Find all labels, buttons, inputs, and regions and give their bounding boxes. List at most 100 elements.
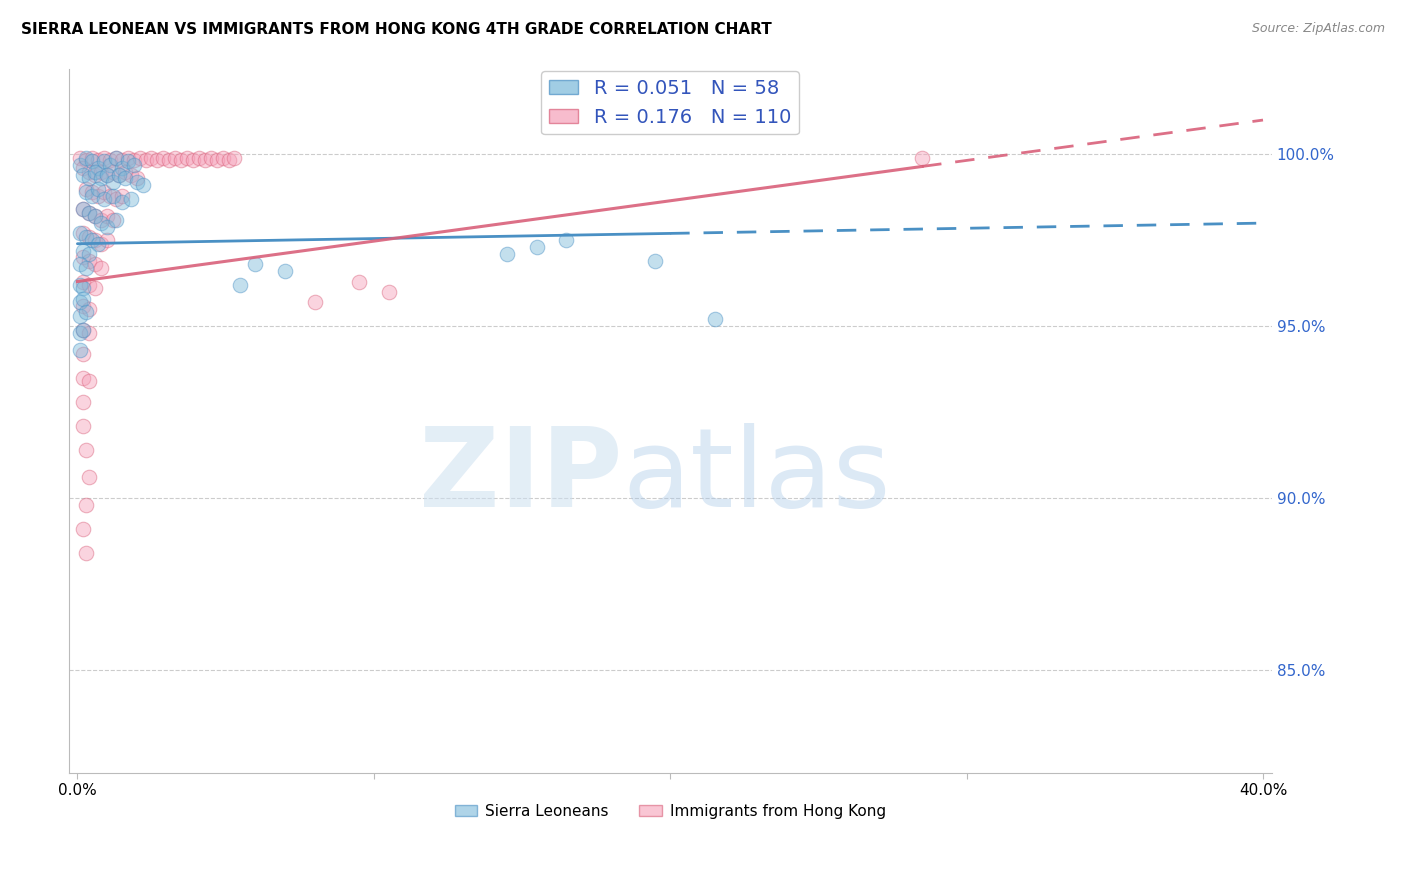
Point [93, 154, 115, 169]
Point [104, 212, 127, 227]
Point [77, 206, 100, 220]
Point [77, 206, 100, 220]
Point [96, 219, 118, 234]
Point [104, 192, 127, 206]
Point [117, 154, 139, 169]
Point [111, 161, 134, 175]
Text: Source: ZipAtlas.com: Source: ZipAtlas.com [1251, 22, 1385, 36]
Point [72, 281, 94, 295]
Point [96, 168, 118, 182]
Point [75, 260, 97, 275]
Point [111, 188, 134, 202]
Point [69, 227, 91, 241]
Point [72, 292, 94, 306]
Point [82, 154, 104, 169]
Point [181, 153, 204, 167]
Point [200, 151, 222, 165]
Point [72, 323, 94, 337]
Point [77, 470, 100, 484]
Point [87, 161, 110, 175]
Point [104, 151, 127, 165]
Point [77, 253, 100, 268]
Point [90, 171, 112, 186]
Point [84, 164, 107, 178]
Point [104, 151, 127, 165]
Point [72, 275, 94, 289]
Point [245, 257, 267, 271]
Point [703, 312, 725, 326]
Point [77, 171, 100, 186]
Point [96, 233, 118, 247]
Point [93, 192, 115, 206]
Point [77, 326, 100, 340]
Point [72, 323, 94, 337]
Point [69, 277, 91, 292]
Point [274, 264, 297, 278]
Point [304, 295, 326, 310]
Point [90, 260, 112, 275]
Point [111, 195, 134, 210]
Point [157, 153, 180, 167]
Point [84, 281, 107, 295]
Point [211, 151, 233, 165]
Point [218, 153, 240, 167]
Point [114, 164, 136, 178]
Point [69, 158, 91, 172]
Legend: Sierra Leoneans, Immigrants from Hong Kong: Sierra Leoneans, Immigrants from Hong Ko… [449, 797, 891, 825]
Point [146, 153, 169, 167]
Point [84, 209, 107, 223]
Point [77, 277, 100, 292]
Point [75, 185, 97, 199]
Point [90, 212, 112, 227]
Point [82, 188, 104, 202]
Point [72, 394, 94, 409]
Point [114, 171, 136, 186]
Point [101, 164, 124, 178]
Point [87, 153, 110, 167]
Point [122, 153, 145, 167]
Point [90, 236, 112, 251]
Point [75, 182, 97, 196]
Point [96, 209, 118, 223]
Point [77, 230, 100, 244]
Point [125, 171, 148, 186]
Point [77, 301, 100, 316]
Point [82, 233, 104, 247]
Point [205, 153, 228, 167]
Point [72, 418, 94, 433]
Point [72, 299, 94, 313]
Point [72, 202, 94, 217]
Point [101, 188, 124, 202]
Point [72, 244, 94, 258]
Point [75, 498, 97, 512]
Point [229, 277, 252, 292]
Point [82, 151, 104, 165]
Point [69, 343, 91, 358]
Point [84, 233, 107, 247]
Point [98, 153, 121, 167]
Point [96, 168, 118, 182]
Point [98, 158, 121, 172]
Point [98, 188, 121, 202]
Point [84, 168, 107, 182]
Point [69, 295, 91, 310]
Point [72, 522, 94, 536]
Point [108, 168, 131, 182]
Point [131, 178, 153, 193]
Point [87, 182, 110, 196]
Point [122, 158, 145, 172]
Point [72, 227, 94, 241]
Point [69, 257, 91, 271]
Text: atlas: atlas [621, 424, 890, 531]
Point [128, 151, 150, 165]
Point [644, 253, 666, 268]
Point [69, 309, 91, 323]
Point [496, 247, 519, 261]
Point [69, 326, 91, 340]
Point [72, 161, 94, 175]
Point [111, 153, 134, 167]
Point [176, 151, 198, 165]
Point [87, 188, 110, 202]
Point [72, 202, 94, 217]
Point [84, 209, 107, 223]
